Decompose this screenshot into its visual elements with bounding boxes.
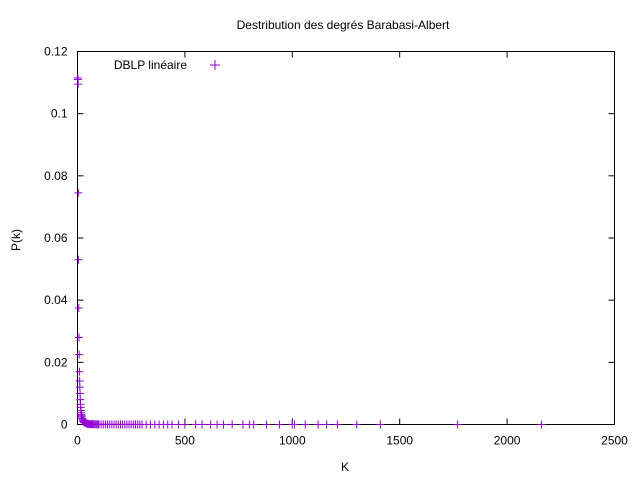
data-point <box>322 420 331 429</box>
data-point <box>376 420 385 429</box>
legend-label: DBLP linéaire <box>114 58 187 72</box>
series-points <box>73 73 546 429</box>
x-tick-label: 0 <box>74 434 81 448</box>
x-tick-label: 2000 <box>494 434 521 448</box>
y-tick-label: 0.02 <box>44 355 68 369</box>
data-point <box>74 188 83 197</box>
data-point <box>74 303 83 312</box>
y-axis: 0 0.02 0.04 0.06 0.08 0.1 0.12 <box>44 45 615 432</box>
y-tick-label: 0.08 <box>44 169 68 183</box>
data-point <box>198 420 207 429</box>
data-point <box>228 420 237 429</box>
y-tick-label: 0.06 <box>44 231 68 245</box>
x-tick-label: 1500 <box>386 434 413 448</box>
x-axis-label: K <box>341 460 349 474</box>
legend-marker-icon <box>210 60 220 70</box>
x-axis: 0 500 1000 1500 2000 2500 <box>74 51 628 448</box>
data-point <box>75 367 84 376</box>
x-tick-label: 500 <box>175 434 195 448</box>
plot-frame <box>77 51 615 425</box>
data-point <box>219 420 228 429</box>
y-tick-label: 0.1 <box>51 107 68 121</box>
y-tick-label: 0.12 <box>44 45 68 59</box>
data-point <box>262 420 271 429</box>
data-point <box>75 350 84 359</box>
data-point <box>333 420 342 429</box>
data-point <box>301 420 310 429</box>
data-point <box>314 420 323 429</box>
y-tick-label: 0 <box>61 418 68 432</box>
data-point <box>275 420 284 429</box>
data-point <box>74 80 83 89</box>
data-point <box>75 333 84 342</box>
y-axis-label: P(k) <box>9 229 23 251</box>
x-tick-label: 1000 <box>279 434 306 448</box>
data-point <box>352 420 361 429</box>
chart-title: Destribution des degrés Barabasi-Albert <box>237 18 450 32</box>
legend: DBLP linéaire <box>114 58 220 72</box>
data-point <box>453 420 462 429</box>
data-point <box>180 420 189 429</box>
x-tick-label: 2500 <box>601 434 628 448</box>
data-point <box>537 420 546 429</box>
data-point <box>74 255 83 264</box>
data-point <box>249 420 258 429</box>
data-point <box>290 420 299 429</box>
y-tick-label: 0.04 <box>44 293 68 307</box>
